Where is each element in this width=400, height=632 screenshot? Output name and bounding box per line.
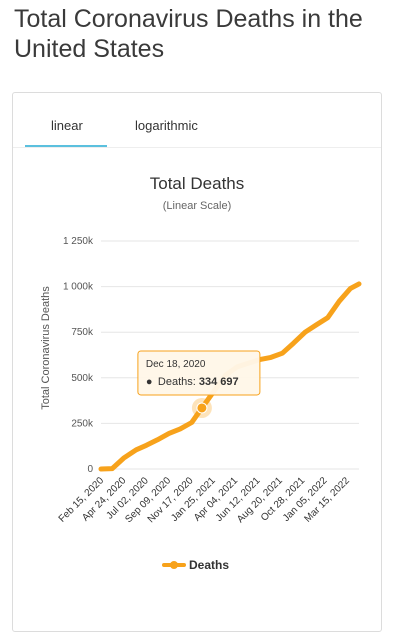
y-tick-label: 500k: [71, 373, 94, 384]
tooltip-point[interactable]: [196, 402, 208, 414]
y-axis-label: Total Coronavirus Deaths: [40, 286, 52, 410]
y-tick-label: 250k: [71, 418, 94, 429]
tab-divider: [13, 147, 381, 148]
tooltip-number: 334 697: [199, 376, 239, 388]
chart-card: linear logarithmic Total Deaths (Linear …: [12, 92, 382, 632]
legend-marker: [170, 561, 178, 569]
chart-subtitle: (Linear Scale): [163, 200, 231, 212]
tooltip-box: [137, 350, 261, 396]
tooltip-separator: :: [193, 376, 199, 388]
y-tick-label: 750k: [71, 327, 94, 338]
chart-title: Total Deaths: [150, 174, 245, 193]
tooltip-date: Dec 18, 2020: [146, 359, 206, 370]
tooltip-bullet: ●: [146, 376, 153, 388]
legend-label: Deaths: [189, 558, 229, 572]
line-chart: Total Deaths (Linear Scale) Total Corona…: [40, 174, 362, 572]
active-tab-indicator: [25, 145, 107, 148]
y-tick-label: 1 250k: [63, 236, 94, 247]
tooltip-value: Deaths: 334 697: [158, 376, 239, 388]
y-tick-label: 1 000k: [63, 282, 94, 293]
tab-logarithmic[interactable]: logarithmic: [135, 118, 198, 133]
tooltip: Dec 18, 2020 ● Deaths: 334 697: [137, 350, 261, 418]
page-title: Total Coronavirus Deaths in the United S…: [14, 5, 363, 63]
y-tick-label: 0: [87, 464, 93, 475]
tab-linear[interactable]: linear: [51, 118, 83, 133]
legend[interactable]: Deaths: [162, 558, 229, 572]
y-axis-ticks: 0 250k 500k 750k 1 000k 1 250k: [63, 236, 94, 475]
tooltip-series-name: Deaths: [158, 376, 193, 388]
